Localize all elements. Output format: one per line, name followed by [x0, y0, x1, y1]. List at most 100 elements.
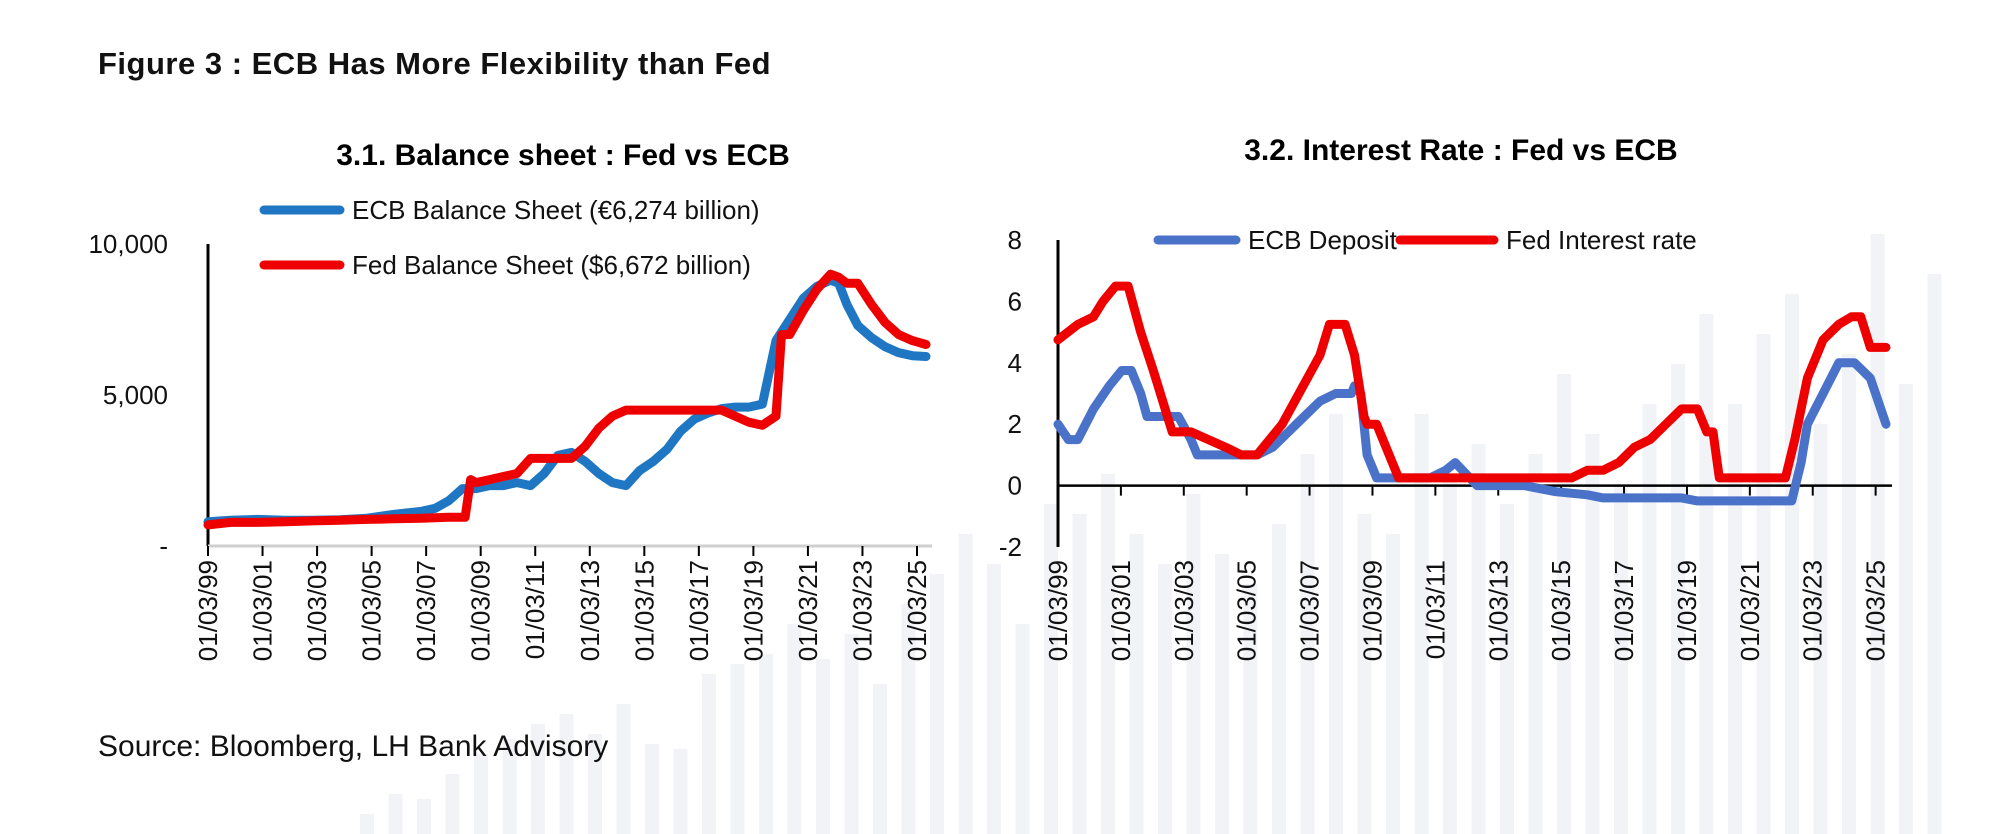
watermark-bar	[901, 604, 916, 834]
watermark-bar	[360, 814, 374, 834]
watermark-bar	[1272, 524, 1286, 834]
watermark-bar	[559, 714, 574, 834]
x-tick-label: 01/03/07	[1295, 560, 1325, 661]
x-tick-label: 01/03/11	[520, 560, 550, 659]
x-tick-label: 01/03/21	[1735, 560, 1765, 661]
watermark-bar	[1329, 414, 1343, 834]
y-tick-label: 2	[1008, 409, 1022, 439]
x-tick-label: 01/03/17	[684, 560, 714, 661]
watermark-bar	[873, 684, 887, 834]
figure-title: Figure 3 : ECB Has More Flexibility than…	[98, 46, 772, 81]
series-line-1	[1053, 281, 1891, 483]
watermark-bar	[673, 749, 688, 834]
watermark-bar	[1927, 274, 1942, 834]
watermark-bar	[1471, 444, 1486, 834]
watermark-bar	[388, 794, 403, 834]
watermark-bar	[816, 659, 830, 834]
watermark-bar	[702, 674, 716, 834]
watermark-bar	[1614, 484, 1628, 834]
watermark-bar	[445, 774, 460, 834]
watermark-bar	[616, 704, 631, 834]
y-tick-label: -	[159, 531, 168, 561]
legend-label-1: Fed Balance Sheet ($6,672 billion)	[352, 250, 751, 280]
watermark-bar	[1186, 494, 1201, 834]
legend-label-0: ECB Deposit	[1248, 225, 1398, 255]
chart-title: 3.2. Interest Rate : Fed vs ECB	[1244, 134, 1677, 167]
x-tick-label: 01/03/09	[466, 560, 496, 661]
series-line-0	[1053, 358, 1891, 506]
y-tick-label: 10,000	[88, 229, 168, 259]
watermark-bar	[1072, 514, 1087, 834]
x-tick-label: 01/03/05	[1232, 560, 1262, 661]
x-tick-label: 01/03/05	[357, 560, 387, 661]
watermark-bar	[1015, 624, 1030, 834]
y-tick-label: 4	[1008, 348, 1022, 378]
watermark-bar	[1357, 514, 1372, 834]
y-tick-label: 5,000	[103, 380, 168, 410]
watermark-bar	[1585, 434, 1600, 834]
watermark-bar	[987, 564, 1001, 834]
watermark-bar	[1842, 354, 1856, 834]
x-tick-label: 01/03/13	[1483, 560, 1513, 661]
source-note: Source: Bloomberg, LH Bank Advisory	[98, 730, 609, 763]
x-tick-label: 01/03/21	[793, 560, 823, 661]
x-tick-label: 01/03/11	[1420, 560, 1450, 659]
watermark-bar	[1414, 414, 1429, 834]
watermark-bar	[1129, 534, 1144, 834]
watermark-bar	[1443, 474, 1457, 834]
x-tick-label: 01/03/01	[1106, 560, 1136, 661]
watermark-bar	[1300, 454, 1315, 834]
watermark-bar	[531, 724, 545, 834]
x-tick-label: 01/03/25	[1861, 560, 1891, 661]
x-tick-label: 01/03/19	[738, 560, 768, 661]
legend-label-0: ECB Balance Sheet (€6,274 billion)	[352, 195, 760, 225]
watermark-bar	[1728, 404, 1742, 834]
watermark-bar	[1044, 504, 1058, 834]
x-tick-label: 01/03/23	[847, 560, 877, 661]
x-tick-label: 01/03/15	[1546, 560, 1576, 661]
x-tick-label: 01/03/01	[248, 560, 278, 661]
watermark-bar	[730, 664, 745, 834]
x-tick-label: 01/03/23	[1798, 560, 1828, 661]
x-tick-label: 01/03/03	[1169, 560, 1199, 661]
watermark-bar	[1528, 454, 1543, 834]
x-tick-label: 01/03/19	[1672, 560, 1702, 661]
watermark-bar	[645, 744, 659, 834]
watermark-bar	[759, 654, 773, 834]
watermark-bar	[787, 624, 802, 834]
watermark-bar	[1101, 474, 1115, 834]
watermark-bar	[1500, 504, 1514, 834]
x-tick-label: 01/03/07	[411, 560, 441, 661]
watermark-bar	[844, 634, 859, 834]
watermark-bar	[417, 799, 431, 834]
y-tick-label: 6	[1008, 286, 1022, 316]
watermark-bar	[1813, 424, 1828, 834]
watermark-bar	[1158, 564, 1172, 834]
watermark-bar	[930, 574, 944, 834]
watermark-bar	[1699, 314, 1714, 834]
x-tick-label: 01/03/15	[629, 560, 659, 661]
x-tick-label: 01/03/99	[1043, 560, 1073, 661]
watermark-bar	[588, 734, 602, 834]
watermark-bar	[474, 754, 488, 834]
series-line-1	[203, 269, 931, 530]
watermark-bar	[1215, 554, 1229, 834]
x-tick-label: 01/03/13	[575, 560, 605, 661]
x-tick-label: 01/03/17	[1609, 560, 1639, 661]
y-tick-label: 8	[1008, 225, 1022, 255]
watermark-bar	[1243, 584, 1258, 834]
x-tick-label: 01/03/25	[902, 560, 932, 661]
watermark-bar	[502, 739, 517, 834]
y-tick-label: 0	[1008, 471, 1022, 501]
y-tick-label: -2	[999, 532, 1022, 562]
watermark-bar	[958, 534, 973, 834]
watermark-bar	[1756, 334, 1771, 834]
watermark-bar	[1899, 384, 1913, 834]
x-tick-label: 01/03/09	[1357, 560, 1387, 661]
x-tick-label: 01/03/03	[302, 560, 332, 661]
chart-title: 3.1. Balance sheet : Fed vs ECB	[336, 139, 790, 172]
watermark-bar	[1386, 534, 1400, 834]
watermark-bar	[1642, 404, 1657, 834]
